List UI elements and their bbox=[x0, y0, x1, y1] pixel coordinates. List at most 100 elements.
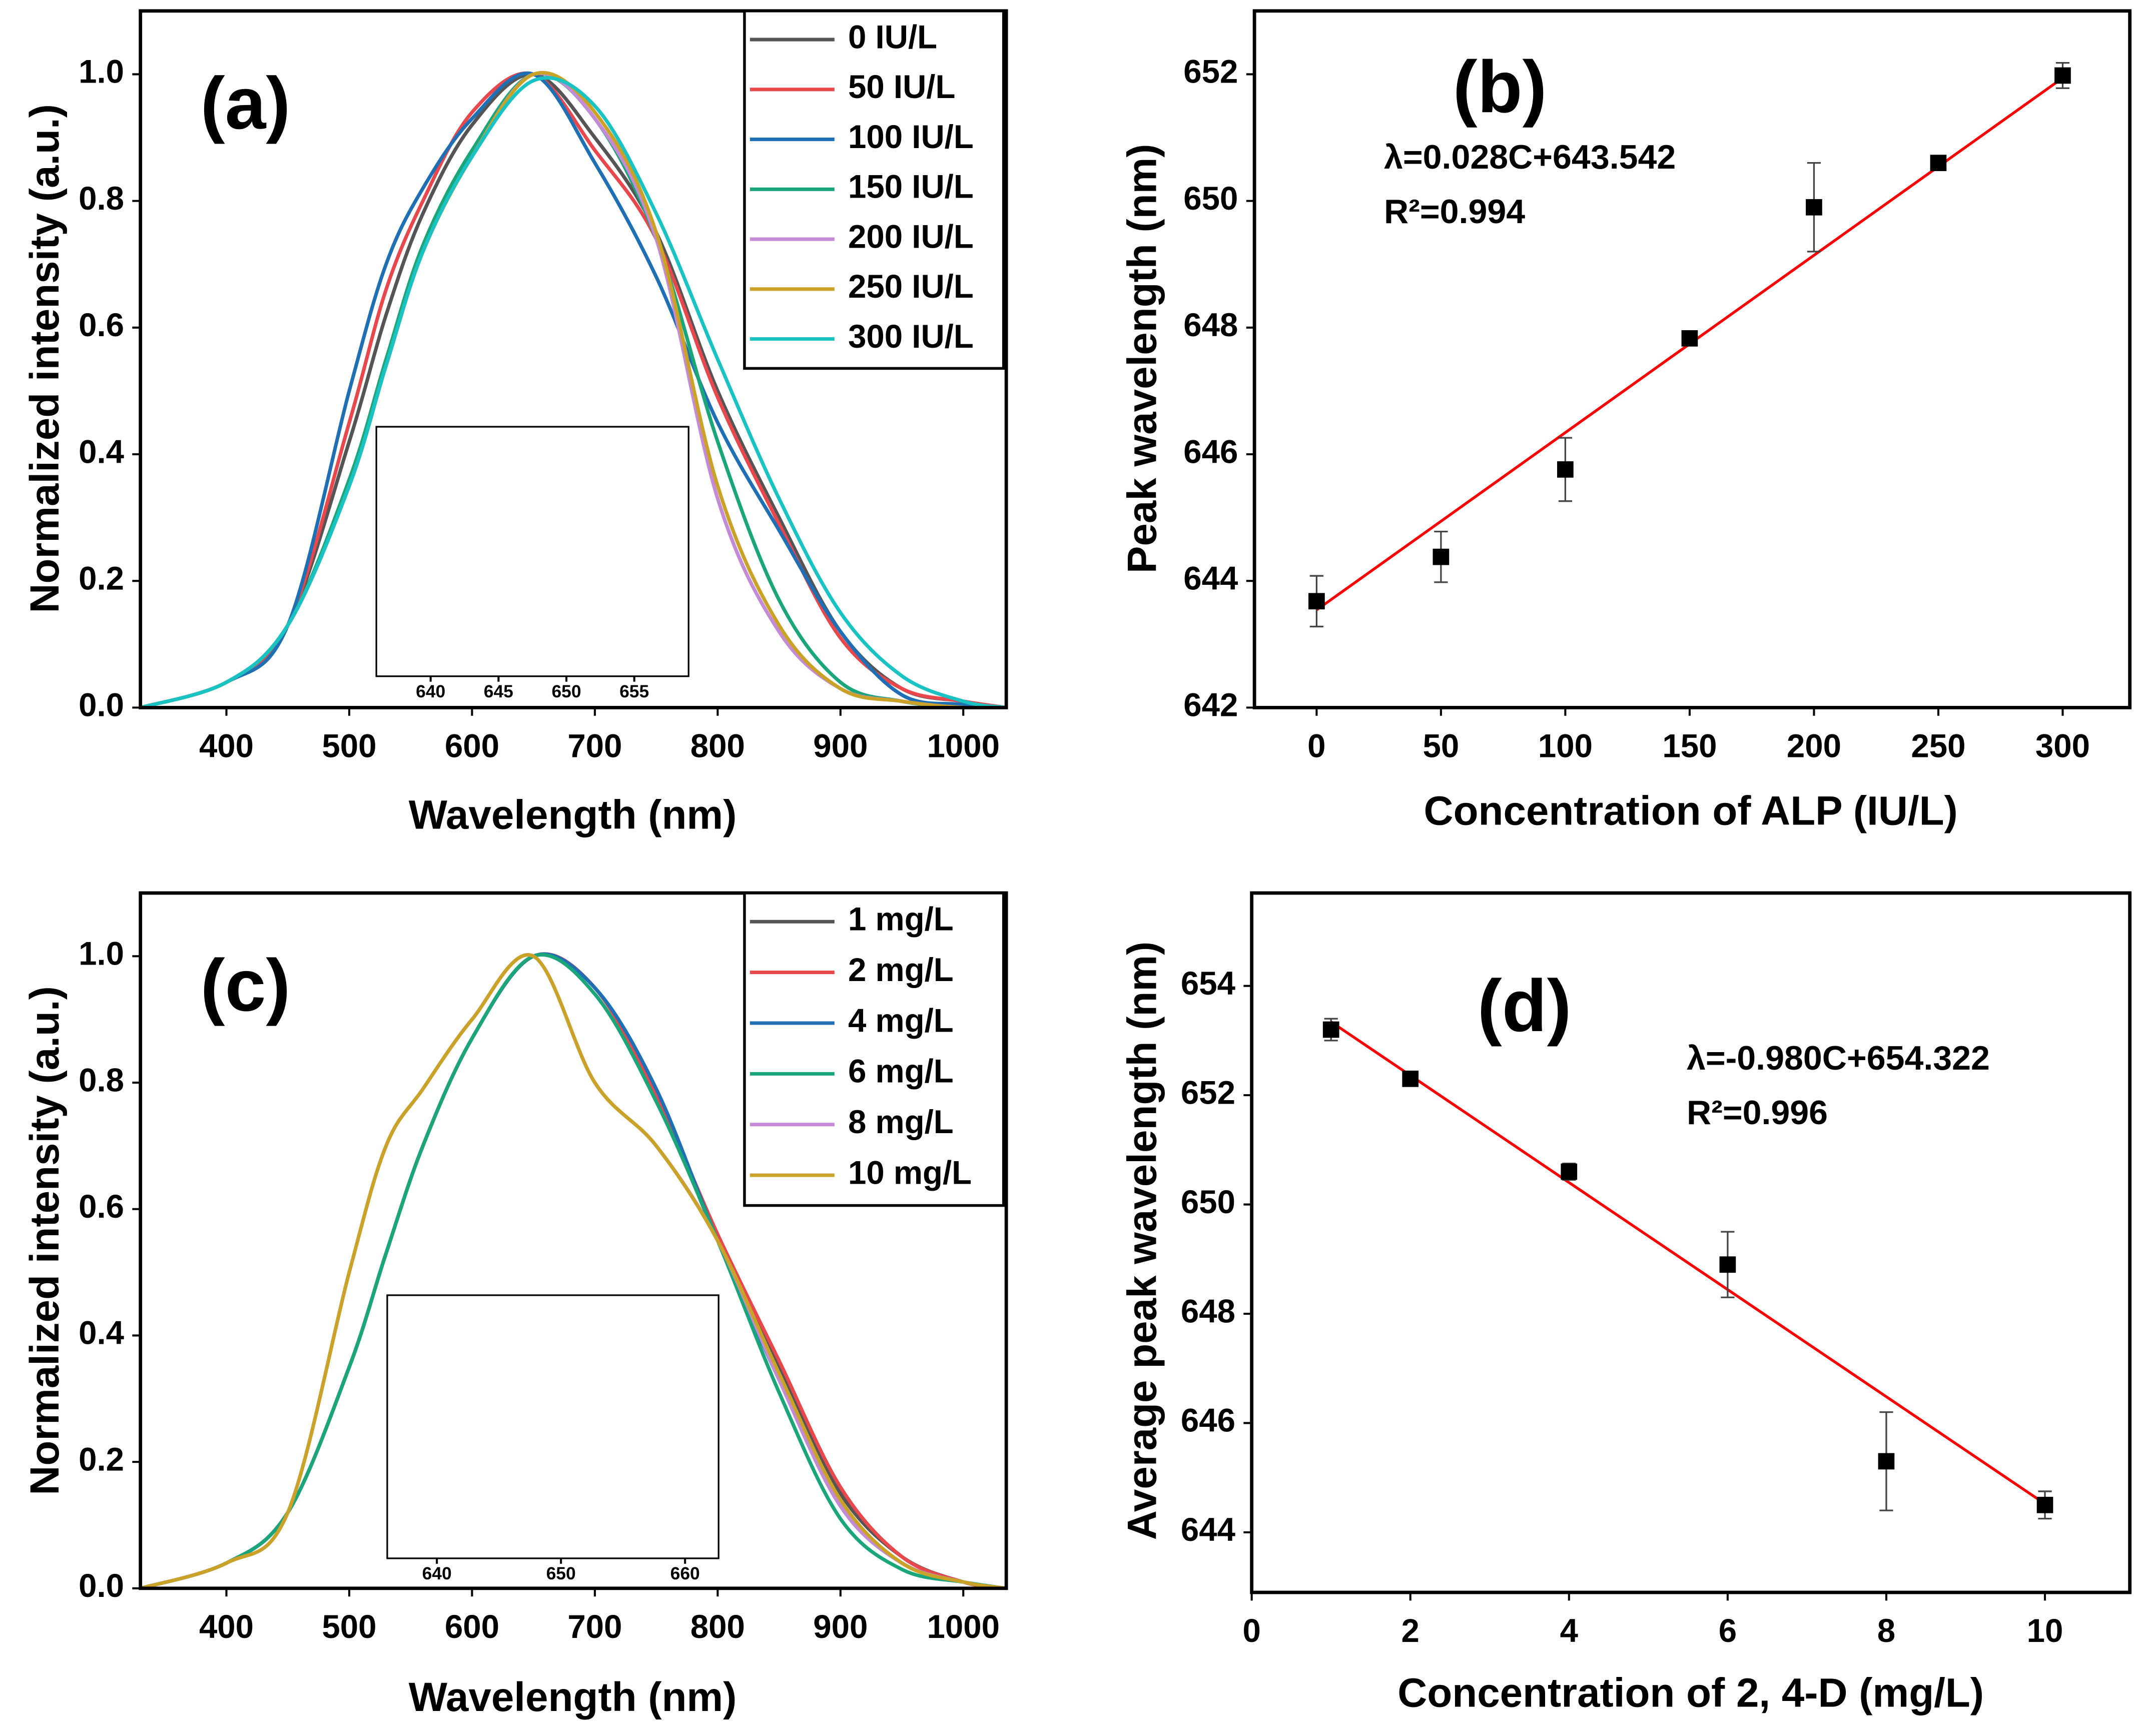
legend-label: 10 mg/L bbox=[848, 1154, 972, 1191]
y-tick-label: 0.2 bbox=[79, 560, 124, 596]
series-line bbox=[140, 953, 1007, 1588]
plot-area bbox=[1308, 62, 2071, 627]
x-tick-label: 150 bbox=[1662, 727, 1717, 764]
x-tick-label: 50 bbox=[1423, 727, 1460, 764]
x-tick-label: 6 bbox=[1719, 1612, 1737, 1649]
series-line bbox=[140, 71, 1007, 708]
data-point bbox=[1402, 1070, 1419, 1087]
y-axis-title: Peak wavelength (nm) bbox=[1120, 144, 1165, 573]
y-tick-label: 648 bbox=[1181, 1293, 1235, 1329]
x-tick-label: 300 bbox=[2035, 727, 2090, 764]
data-point bbox=[1878, 1453, 1895, 1470]
x-tick-label: 400 bbox=[199, 1608, 254, 1645]
x-tick-label: 800 bbox=[690, 1608, 745, 1645]
panel-label: (d) bbox=[1478, 965, 1572, 1047]
x-tick-label: 645 bbox=[484, 681, 513, 701]
annotation: λ=-0.980C+654.322 bbox=[1687, 1039, 1990, 1077]
legend-box bbox=[743, 892, 1005, 1207]
data-point bbox=[1557, 461, 1574, 478]
y-tick-label: 0.0 bbox=[79, 1567, 124, 1604]
x-tick-label: 10 bbox=[2027, 1612, 2063, 1649]
y-tick-label: 642 bbox=[1183, 687, 1238, 723]
x-axis-title: Wavelength (nm) bbox=[409, 1674, 737, 1720]
x-tick-label: 2 bbox=[1401, 1612, 1419, 1649]
y-tick-label: 644 bbox=[1181, 1511, 1236, 1548]
x-tick-label: 900 bbox=[813, 727, 868, 764]
y-tick-label: 0.2 bbox=[79, 1441, 124, 1477]
legend-label: 2 mg/L bbox=[848, 952, 954, 988]
x-tick-label: 100 bbox=[1538, 727, 1593, 764]
plot-area bbox=[140, 71, 1007, 708]
plot-area bbox=[1322, 1018, 2053, 1520]
y-tick-label: 0.6 bbox=[79, 307, 124, 343]
y-axis-title: Normalized intensity (a.u.) bbox=[22, 104, 68, 613]
y-tick-label: 654 bbox=[1181, 965, 1236, 1002]
y-tick-label: 1.0 bbox=[79, 936, 124, 972]
x-tick-label: 500 bbox=[322, 1608, 376, 1645]
annotation: R²=0.996 bbox=[1687, 1094, 1828, 1132]
annotation: λ=0.028C+643.542 bbox=[1384, 138, 1676, 176]
y-tick-label: 644 bbox=[1183, 560, 1238, 596]
x-tick-label: 700 bbox=[567, 727, 622, 764]
y-tick-label: 0.4 bbox=[79, 1315, 125, 1351]
plot-frame bbox=[139, 9, 1008, 709]
annotation: R²=0.994 bbox=[1384, 193, 1525, 231]
plot-frame bbox=[1250, 891, 2132, 1594]
x-tick-label: 250 bbox=[1911, 727, 1965, 764]
y-tick-label: 646 bbox=[1181, 1402, 1235, 1439]
x-tick-label: 500 bbox=[322, 727, 376, 764]
x-tick-label: 640 bbox=[422, 1563, 452, 1583]
x-tick-label: 640 bbox=[416, 681, 445, 701]
panel-label: (c) bbox=[201, 945, 291, 1027]
legend-label: 300 IU/L bbox=[848, 318, 974, 355]
legend-label: 100 IU/L bbox=[848, 119, 974, 155]
y-tick-label: 0.4 bbox=[79, 433, 125, 470]
x-axis-title: Concentration of ALP (IU/L) bbox=[1424, 788, 1958, 834]
y-tick-label: 648 bbox=[1183, 307, 1238, 343]
x-tick-label: 650 bbox=[546, 1563, 576, 1583]
data-point bbox=[1561, 1163, 1578, 1180]
inset-frame bbox=[386, 1294, 720, 1559]
fit-line bbox=[1330, 1021, 2046, 1505]
x-tick-label: 900 bbox=[813, 1608, 868, 1645]
x-tick-label: 800 bbox=[690, 727, 745, 764]
legend-label: 50 IU/L bbox=[848, 69, 955, 105]
data-point bbox=[2054, 67, 2071, 84]
data-point bbox=[1308, 593, 1325, 610]
legend-label: 6 mg/L bbox=[848, 1053, 954, 1090]
panel-label: (b) bbox=[1453, 46, 1547, 128]
x-tick-label: 700 bbox=[567, 1608, 622, 1645]
x-tick-label: 660 bbox=[670, 1563, 700, 1583]
x-axis-title: Concentration of 2, 4-D (mg/L) bbox=[1397, 1670, 1984, 1716]
data-point bbox=[1681, 330, 1698, 347]
y-axis-title: Average peak wavelength (nm) bbox=[1120, 942, 1165, 1540]
y-tick-label: 0.8 bbox=[79, 180, 124, 217]
legend-label: 1 mg/L bbox=[848, 901, 954, 938]
y-tick-label: 650 bbox=[1183, 180, 1238, 217]
plot-frame bbox=[1252, 9, 2132, 709]
plot-frame bbox=[139, 891, 1008, 1590]
x-tick-label: 650 bbox=[551, 681, 581, 701]
y-axis-title: Normalized intensity (a.u.) bbox=[22, 986, 68, 1495]
legend-label: 8 mg/L bbox=[848, 1104, 954, 1140]
x-tick-label: 200 bbox=[1787, 727, 1841, 764]
data-point bbox=[2036, 1496, 2053, 1513]
y-tick-label: 652 bbox=[1183, 54, 1238, 90]
data-point bbox=[1930, 155, 1947, 172]
x-tick-label: 0 bbox=[1242, 1612, 1260, 1649]
y-tick-label: 0.6 bbox=[79, 1188, 124, 1225]
y-tick-label: 1.0 bbox=[79, 54, 124, 90]
x-tick-label: 1000 bbox=[927, 1608, 1000, 1645]
series-line bbox=[140, 953, 1007, 1588]
y-tick-label: 652 bbox=[1181, 1074, 1235, 1111]
y-tick-label: 650 bbox=[1181, 1184, 1235, 1220]
x-tick-label: 600 bbox=[445, 727, 499, 764]
x-tick-label: 0 bbox=[1307, 727, 1325, 764]
x-tick-label: 600 bbox=[445, 1608, 499, 1645]
legend-label: 250 IU/L bbox=[848, 268, 974, 305]
panel-label: (a) bbox=[201, 63, 291, 145]
y-tick-label: 0.0 bbox=[79, 687, 124, 723]
data-point bbox=[1322, 1021, 1339, 1038]
